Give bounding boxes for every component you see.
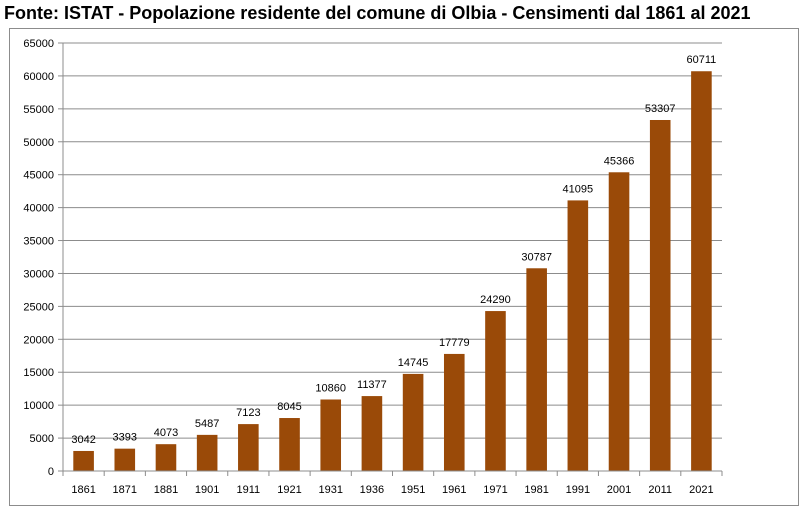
x-tick-label: 1861 <box>71 484 95 496</box>
y-tick-label: 35000 <box>23 236 54 248</box>
bar <box>649 119 671 472</box>
y-tick-label: 65000 <box>23 38 54 50</box>
x-tick-label: 2011 <box>648 484 672 496</box>
y-tick-label: 20000 <box>23 334 54 346</box>
y-tick-label: 55000 <box>23 104 54 116</box>
y-tick-label: 5000 <box>30 433 54 445</box>
x-tick-label: 2021 <box>689 484 713 496</box>
bar <box>196 434 218 471</box>
y-tick-label: 60000 <box>23 71 54 83</box>
data-label: 17779 <box>439 337 470 349</box>
y-tick-label: 10000 <box>23 400 54 412</box>
y-tick-label: 15000 <box>23 367 54 379</box>
y-tick-label: 25000 <box>23 301 54 313</box>
x-tick-label: 1991 <box>566 484 590 496</box>
bar <box>443 353 465 471</box>
bar <box>526 268 547 471</box>
bar <box>691 71 712 471</box>
y-tick-label: 30000 <box>23 268 54 280</box>
bar <box>320 399 342 471</box>
bar <box>114 448 136 471</box>
bar <box>485 311 506 471</box>
data-label: 10860 <box>315 382 346 394</box>
data-label: 3042 <box>71 434 95 446</box>
y-tick-label: 45000 <box>23 170 54 182</box>
x-tick-label: 1871 <box>113 484 137 496</box>
bar <box>361 396 383 471</box>
data-label: 4073 <box>154 427 178 439</box>
x-tick-label: 1931 <box>318 484 342 496</box>
x-tick-label: 1881 <box>154 484 178 496</box>
bar <box>238 424 259 471</box>
x-tick-label: 1981 <box>524 484 548 496</box>
data-label: 45366 <box>604 155 635 167</box>
bar <box>279 418 300 471</box>
y-tick-label: 40000 <box>23 203 54 215</box>
x-tick-label: 1936 <box>360 484 384 496</box>
y-tick-label: 50000 <box>23 137 54 149</box>
x-tick-label: 1921 <box>277 484 301 496</box>
data-label: 14745 <box>398 357 429 369</box>
data-label: 7123 <box>236 407 260 419</box>
data-label: 30787 <box>521 251 552 263</box>
bar <box>155 444 177 471</box>
data-label: 8045 <box>277 401 301 413</box>
data-label: 24290 <box>480 294 511 306</box>
x-tick-label: 1911 <box>237 484 261 496</box>
x-tick-label: 1901 <box>195 484 219 496</box>
bar <box>608 172 630 471</box>
data-label: 3393 <box>113 432 137 444</box>
y-tick-label: 0 <box>48 466 54 478</box>
data-label: 41095 <box>563 183 594 195</box>
x-tick-label: 2001 <box>607 484 631 496</box>
data-label: 5487 <box>195 418 219 430</box>
data-label: 60711 <box>687 54 717 66</box>
bar <box>567 200 589 472</box>
data-label: 11377 <box>357 379 387 391</box>
x-tick-label: 1971 <box>483 484 507 496</box>
x-tick-label: 1951 <box>401 484 425 496</box>
bar <box>402 373 424 471</box>
bar <box>73 450 94 471</box>
data-label: 53307 <box>645 103 676 115</box>
chart-title: Fonte: ISTAT - Popolazione residente del… <box>4 3 751 23</box>
x-tick-label: 1961 <box>442 484 466 496</box>
